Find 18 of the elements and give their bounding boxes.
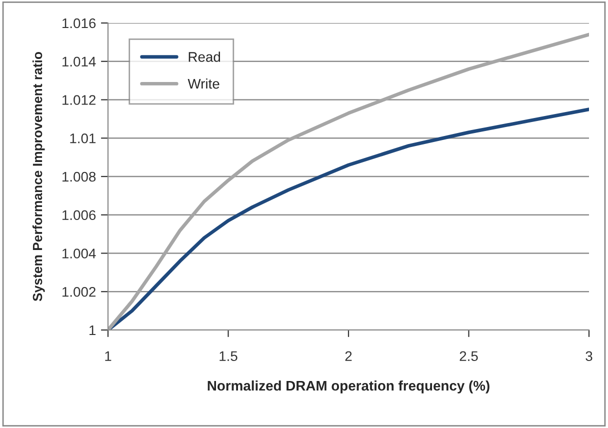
y-tick-label: 1.008 <box>62 172 96 182</box>
x-tick-label: 2.5 <box>460 351 478 362</box>
legend-label: Write <box>188 78 220 89</box>
y-tick-label: 1.016 <box>62 18 96 28</box>
x-tick-label: 2 <box>345 351 352 361</box>
y-tick-label: 1.01 <box>70 133 96 144</box>
y-tick-label: 1.002 <box>62 286 96 297</box>
legend-label: Read <box>188 52 220 62</box>
y-tick-label: 1.004 <box>62 248 96 258</box>
y-tick-label: 1.014 <box>62 56 96 67</box>
y-tick-label: 1 <box>90 325 96 336</box>
x-axis-title: Normalized DRAM operation frequency (%) <box>208 380 490 394</box>
y-tick-label: 1.012 <box>62 95 96 105</box>
x-tick-label: 1 <box>105 351 112 361</box>
x-tick-label: 3 <box>586 351 592 362</box>
x-tick-label: 1.5 <box>220 351 238 362</box>
y-axis-title: System Performance Improvement ratio <box>32 52 45 302</box>
y-tick-label: 1.006 <box>62 210 96 220</box>
